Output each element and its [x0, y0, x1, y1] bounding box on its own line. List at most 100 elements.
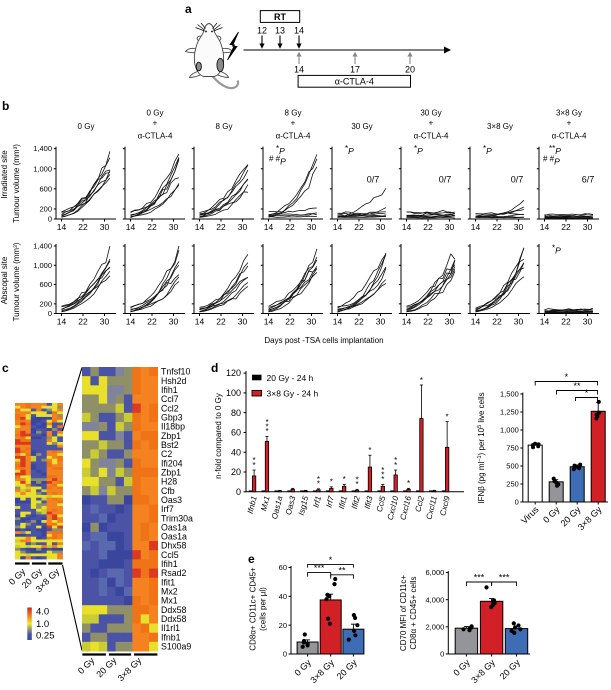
svg-text:14: 14: [57, 222, 67, 232]
svg-text:*: *: [356, 476, 359, 485]
svg-text:Ccl5: Ccl5: [375, 495, 388, 513]
svg-text:*: *: [317, 475, 320, 484]
svg-text:Rsad2: Rsad2: [161, 568, 187, 578]
svg-text:0: 0: [283, 650, 287, 659]
svg-text:3×8 Gy - 24 h: 3×8 Gy - 24 h: [267, 389, 319, 399]
svg-text:Mx2: Mx2: [161, 587, 178, 597]
svg-text:14: 14: [126, 317, 136, 327]
svg-text:100: 100: [226, 388, 241, 398]
svg-text:600: 600: [39, 280, 52, 289]
svg-text:Mx1: Mx1: [161, 596, 178, 606]
svg-text:***: ***: [474, 573, 485, 583]
svg-text:*: *: [381, 471, 384, 480]
svg-text:Ccl7: Ccl7: [161, 394, 179, 404]
svg-text:14: 14: [333, 317, 343, 327]
svg-text:30: 30: [445, 317, 455, 327]
svg-text:*: *: [356, 480, 359, 489]
svg-text:120: 120: [226, 368, 241, 378]
svg-text:6/7: 6/7: [582, 175, 595, 185]
svg-text:***: ***: [499, 573, 510, 583]
svg-text:C2: C2: [161, 449, 172, 459]
svg-text:22: 22: [561, 222, 571, 232]
svg-text:*: *: [407, 479, 410, 488]
svg-text:1,400: 1,400: [33, 242, 52, 251]
svg-text:8 Gy: 8 Gy: [216, 122, 233, 131]
svg-text:*: *: [343, 475, 346, 484]
svg-text:22: 22: [492, 317, 502, 327]
svg-text:***: ***: [314, 563, 325, 573]
svg-text:*: *: [330, 478, 333, 487]
svg-text:22: 22: [285, 317, 295, 327]
svg-text:*: *: [265, 423, 268, 432]
svg-text:1,250: 1,250: [500, 408, 519, 417]
svg-text:3×8 Gy: 3×8 Gy: [487, 122, 513, 131]
svg-text:22: 22: [78, 317, 88, 327]
svg-text:Gbp3: Gbp3: [161, 413, 183, 423]
svg-text:30: 30: [583, 222, 593, 232]
svg-text:IFNβ (pg ml−1) per 105 live ce: IFNβ (pg ml−1) per 105 live cells: [477, 392, 486, 503]
svg-text:Ifi204: Ifi204: [161, 458, 183, 468]
svg-text:1,000: 1,000: [33, 261, 52, 270]
svg-text:Bst2: Bst2: [161, 440, 179, 450]
svg-text:*: *: [253, 461, 256, 470]
svg-text:40: 40: [279, 592, 287, 601]
svg-text:14: 14: [126, 222, 136, 232]
svg-text:750: 750: [506, 444, 519, 453]
svg-text:80: 80: [231, 408, 241, 418]
svg-text:0.25: 0.25: [36, 631, 55, 642]
svg-text:60: 60: [231, 428, 241, 438]
svg-text:22: 22: [147, 317, 157, 327]
svg-text:Ifih1: Ifih1: [161, 559, 178, 569]
svg-text:+: +: [567, 119, 572, 128]
svg-text:20: 20: [405, 65, 415, 75]
svg-text:14: 14: [57, 317, 67, 327]
svg-text:*: *: [394, 456, 397, 465]
svg-text:Cfb: Cfb: [161, 486, 175, 496]
svg-text:c: c: [2, 361, 9, 375]
svg-text:30: 30: [514, 222, 524, 232]
svg-text:14: 14: [264, 222, 274, 232]
svg-text:n-fold compared to 0 Gy: n-fold compared to 0 Gy: [214, 393, 223, 479]
svg-text:20: 20: [231, 467, 241, 477]
svg-text:2,000: 2,000: [426, 622, 445, 631]
svg-text:30: 30: [169, 317, 179, 327]
svg-text:**: **: [573, 381, 581, 391]
svg-text:*P: *P: [483, 144, 492, 156]
svg-text:14: 14: [195, 317, 205, 327]
svg-text:8 Gy: 8 Gy: [285, 109, 302, 118]
svg-text:Il1rl1: Il1rl1: [161, 623, 180, 633]
svg-text:α-CTLA-4: α-CTLA-4: [335, 77, 374, 87]
svg-text:6,000: 6,000: [426, 568, 445, 577]
svg-text:S100a9: S100a9: [161, 642, 191, 652]
svg-text:(cells per µl): (cells per µl): [259, 587, 268, 631]
svg-text:30 Gy: 30 Gy: [420, 109, 441, 118]
svg-text:22: 22: [216, 317, 226, 327]
svg-text:0/7: 0/7: [511, 175, 524, 185]
svg-text:14: 14: [264, 317, 274, 327]
svg-text:Zbp1: Zbp1: [161, 431, 181, 441]
svg-text:Ccl2: Ccl2: [161, 403, 179, 413]
svg-text:H28: H28: [161, 477, 177, 487]
svg-text:14: 14: [333, 222, 343, 232]
svg-text:*P: *P: [552, 244, 561, 256]
svg-text:Abscopal site: Abscopal site: [0, 256, 9, 304]
svg-text:13: 13: [275, 26, 285, 36]
svg-text:4.0: 4.0: [36, 607, 49, 618]
svg-text:Days post -TSA cells implantat: Days post -TSA cells implantation: [264, 336, 383, 345]
svg-text:Irf7: Irf7: [324, 495, 336, 509]
svg-text:Zbp1: Zbp1: [161, 468, 181, 478]
svg-text:30: 30: [169, 222, 179, 232]
svg-text:0/7: 0/7: [439, 175, 452, 185]
svg-text:30: 30: [376, 222, 386, 232]
svg-text:22: 22: [561, 317, 571, 327]
svg-text:*P: *P: [414, 144, 423, 156]
svg-text:30: 30: [100, 222, 110, 232]
svg-text:22: 22: [492, 222, 502, 232]
svg-text:20 Gy - 24 h: 20 Gy - 24 h: [267, 373, 314, 383]
svg-text:22: 22: [354, 317, 364, 327]
svg-text:α-CTLA-4: α-CTLA-4: [138, 132, 173, 141]
svg-text:*: *: [381, 475, 384, 484]
svg-text:*: *: [265, 418, 268, 427]
svg-text:Il18bp: Il18bp: [161, 422, 185, 432]
svg-text:Ifnb1: Ifnb1: [161, 632, 181, 642]
